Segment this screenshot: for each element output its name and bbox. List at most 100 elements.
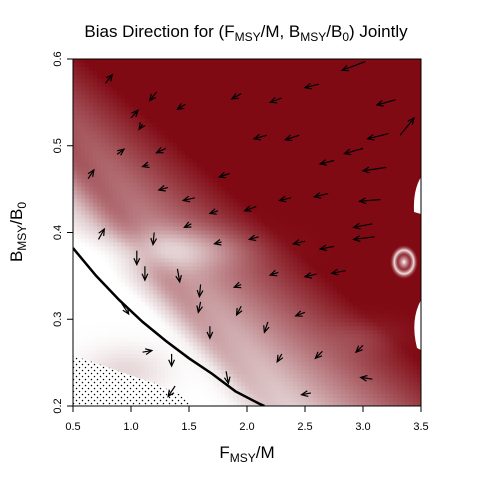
heatmap-cell	[293, 98, 298, 104]
heatmap-cell	[181, 74, 186, 80]
heatmap-cell	[193, 90, 198, 96]
heatmap-cell	[277, 226, 282, 232]
heatmap-cell	[213, 326, 218, 331]
heatmap-cell	[189, 158, 194, 164]
heatmap-cell	[297, 318, 302, 323]
heatmap-cell	[225, 146, 230, 152]
heatmap-cell	[293, 222, 298, 228]
heatmap-cell	[97, 86, 102, 92]
heatmap-cell	[265, 314, 270, 319]
heatmap-cell	[161, 226, 166, 232]
heatmap-cell	[213, 350, 218, 355]
heatmap-cell	[185, 74, 190, 80]
heatmap-cell	[125, 162, 130, 168]
heatmap-cell	[293, 122, 298, 128]
heatmap-cell	[153, 206, 158, 212]
heatmap-cell	[261, 338, 266, 343]
heatmap-cell	[97, 190, 102, 196]
heatmap-cell	[113, 150, 118, 156]
heatmap-cell	[269, 346, 274, 351]
heatmap-cell	[85, 330, 90, 335]
heatmap-cell	[185, 158, 190, 164]
heatmap-cell	[285, 382, 290, 387]
heatmap-cell	[97, 150, 102, 156]
heatmap-cell	[93, 294, 98, 299]
heatmap-cell	[225, 342, 230, 347]
heatmap-cell	[173, 62, 178, 68]
heatmap-cell	[153, 262, 158, 267]
heatmap-cell	[169, 106, 174, 112]
heatmap-cell	[301, 62, 306, 68]
heatmap-cell	[157, 122, 162, 128]
heatmap-cell	[129, 358, 134, 363]
heatmap-cell	[77, 74, 82, 80]
heatmap-cell	[101, 358, 106, 363]
heatmap-cell	[73, 258, 78, 264]
heatmap-cell	[141, 110, 146, 116]
heatmap-cell	[237, 210, 242, 216]
heatmap-cell	[261, 334, 266, 339]
heatmap-cell	[89, 350, 94, 355]
heatmap-cell	[225, 154, 230, 160]
heatmap-cell	[233, 278, 238, 283]
heatmap-cell	[189, 206, 194, 212]
heatmap-cell	[297, 350, 302, 355]
heatmap-cell	[117, 102, 122, 108]
heatmap-cell	[249, 382, 254, 387]
heatmap-cell	[149, 226, 154, 232]
heatmap-cell	[165, 350, 170, 355]
heatmap-cell	[285, 294, 290, 299]
heatmap-cell	[169, 266, 174, 271]
heatmap-cell	[117, 94, 122, 100]
heatmap-cell	[85, 110, 90, 116]
heatmap-cell	[285, 342, 290, 347]
heatmap-cell	[117, 142, 122, 148]
heatmap-cell	[145, 334, 150, 339]
heatmap-cell	[101, 258, 106, 264]
heatmap-cell	[201, 98, 206, 104]
heatmap-cell	[93, 154, 98, 160]
heatmap-cell	[281, 374, 286, 379]
heatmap-cell	[97, 118, 102, 124]
heatmap-cell	[125, 158, 130, 164]
heatmap-cell	[233, 218, 238, 224]
heatmap-cell	[293, 354, 298, 359]
heatmap-cell	[209, 294, 214, 299]
heatmap-cell	[137, 310, 142, 315]
heatmap-cell	[101, 206, 106, 212]
heatmap-cell	[209, 346, 214, 351]
heatmap-cell	[273, 366, 278, 371]
heatmap-cell	[237, 226, 242, 232]
heatmap-cell	[141, 254, 146, 260]
heatmap-cell	[289, 198, 294, 204]
heatmap-cell	[209, 194, 214, 200]
heatmap-cell	[97, 182, 102, 188]
heatmap-cell	[289, 366, 294, 371]
heatmap-cell	[197, 122, 202, 128]
heatmap-cell	[273, 354, 278, 359]
heatmap-cell	[153, 274, 158, 279]
heatmap-cell	[301, 82, 306, 88]
heatmap-cell	[189, 290, 194, 295]
heatmap-cell	[221, 134, 226, 140]
heatmap-cell	[269, 238, 274, 244]
heatmap-cell	[81, 306, 86, 311]
heatmap-cell	[81, 178, 86, 184]
heatmap-cell	[265, 86, 270, 92]
heatmap-cell	[129, 254, 134, 260]
heatmap-cell	[281, 130, 286, 136]
heatmap-cell	[261, 298, 266, 303]
heatmap-cell	[197, 226, 202, 232]
heatmap-cell	[137, 62, 142, 68]
heatmap-cell	[141, 338, 146, 343]
heatmap-cell	[261, 226, 266, 232]
heatmap-cell	[201, 394, 206, 399]
heatmap-cell	[245, 182, 250, 188]
heatmap-cell	[157, 342, 162, 347]
heatmap-cell	[81, 242, 86, 248]
heatmap-cell	[237, 59, 242, 64]
heatmap-cell	[149, 198, 154, 204]
heatmap-cell	[281, 150, 286, 156]
heatmap-cell	[289, 59, 294, 64]
heatmap-cell	[145, 270, 150, 275]
